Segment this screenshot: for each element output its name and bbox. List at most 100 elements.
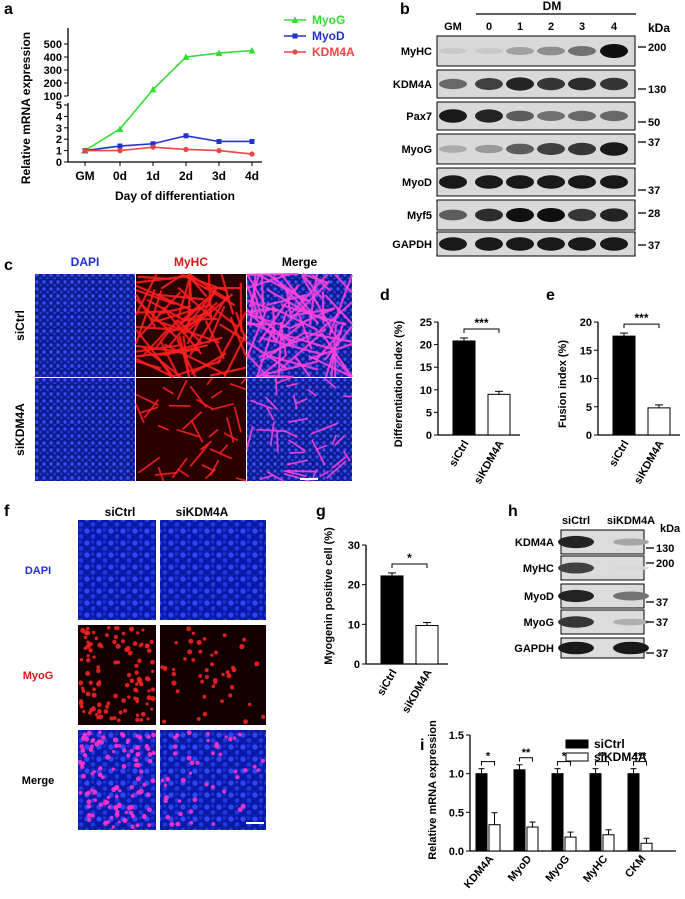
myog-nucleus (146, 717, 150, 721)
myotube (292, 394, 298, 409)
myog-nucleus (92, 687, 96, 692)
myog-nucleus (233, 769, 238, 774)
myog-nucleus (112, 737, 118, 743)
myog-nucleus (78, 701, 84, 706)
myog-nucleus (261, 714, 266, 719)
myog-nucleus (130, 794, 135, 798)
panel-label-b: b (400, 1, 410, 18)
myotube (206, 377, 213, 386)
myog-nucleus (135, 823, 140, 828)
myog-nucleus (175, 689, 180, 694)
myog-nucleus (129, 748, 134, 753)
micrograph-background (136, 378, 246, 481)
myog-nucleus (96, 668, 101, 674)
myotube (307, 388, 317, 397)
myog-nucleus (169, 821, 175, 827)
panel-a-ytick-label: 300 (44, 65, 62, 77)
myog-nucleus (189, 820, 194, 825)
myog-nucleus (211, 751, 215, 756)
panel-b-band (475, 175, 503, 189)
micrograph-dapi-big (78, 520, 156, 620)
micrograph-myog (160, 625, 266, 725)
myog-nucleus (111, 749, 116, 754)
panel-f-row-label: Merge (22, 775, 54, 787)
myog-nucleus (221, 672, 225, 677)
myog-nucleus (192, 797, 198, 803)
myotube (137, 275, 172, 281)
micrograph-myhc (135, 377, 247, 482)
myotube (210, 402, 234, 411)
myog-nucleus (89, 708, 94, 713)
myog-nucleus (117, 744, 122, 748)
panel-a-series-line-myog (84, 49, 253, 152)
micrograph-myog-merge (77, 730, 156, 830)
myog-nucleus (136, 676, 142, 682)
myog-nucleus (111, 787, 117, 793)
myog-nucleus (206, 731, 210, 736)
myog-nucleus (85, 658, 91, 663)
myog-nucleus (204, 782, 209, 787)
myog-nucleus (118, 789, 122, 793)
panel-g-sig-stars: * (407, 551, 412, 565)
myog-nucleus (150, 696, 156, 702)
panel-e-ytick-label: 15 (580, 345, 592, 357)
myog-nucleus (78, 680, 84, 686)
myotube (177, 468, 190, 478)
myog-nucleus (228, 693, 233, 698)
panel-a-ytick-label: 100 (44, 91, 62, 103)
myog-nucleus (91, 692, 97, 698)
panel-a-point-myod (249, 138, 255, 144)
myotube (249, 399, 273, 410)
myog-nucleus (134, 758, 139, 763)
myog-nucleus (113, 805, 118, 809)
myog-nucleus (191, 631, 196, 635)
panel-b-lane-label: 3 (579, 21, 585, 33)
panel-h-band (613, 591, 649, 601)
myog-nucleus (137, 658, 142, 664)
myog-nucleus (130, 813, 136, 819)
myog-nucleus (220, 699, 224, 703)
panel-e-xtick-label: siCtrl (607, 439, 631, 469)
panel-b-band (568, 142, 596, 156)
myog-nucleus (114, 794, 119, 799)
myog-nucleus (242, 637, 247, 642)
panel-e-sig-bracket (623, 323, 660, 329)
panel-a-legend-label: MyoD (312, 29, 345, 43)
myotube (245, 306, 269, 358)
myotube (223, 432, 239, 442)
myotube (311, 439, 326, 466)
myotube (258, 327, 327, 359)
panel-b-kda-value: 200 (648, 42, 666, 54)
myog-nucleus (145, 702, 149, 706)
panel-label-d: d (380, 287, 390, 304)
panel-c-row-label: siKDM4A (13, 403, 27, 456)
myog-nucleus (85, 626, 90, 631)
myog-nucleus (103, 820, 109, 826)
panel-g: g Myogenin positive cell (%) 30 20 10 0 siCt… (316, 503, 448, 715)
panel-e-ylabel: Fusion index (%) (557, 340, 569, 428)
myotube (283, 333, 334, 351)
panel-b-blot-name: MyoG (401, 144, 432, 156)
panel-e-ytick-label: 20 (580, 317, 592, 329)
panel-i-legend-label: siKDM4A (594, 750, 647, 764)
myotube (135, 284, 195, 313)
panel-g-ytick-label: 20 (348, 580, 360, 592)
myog-nucleus (82, 709, 86, 714)
myog-nucleus (83, 635, 88, 640)
myog-nucleus (235, 775, 240, 780)
panel-b-lane-label: 1 (517, 21, 523, 33)
myotube (274, 307, 318, 331)
myog-nucleus (79, 744, 85, 749)
panel-f-row-label: MyoG (23, 670, 54, 682)
myog-nucleus (195, 760, 200, 765)
myog-nucleus (97, 680, 102, 685)
panel-i-xtick-label: MyHC (581, 853, 610, 885)
myog-nucleus (175, 821, 181, 827)
panel-b-band (537, 143, 565, 155)
myog-nucleus (240, 803, 246, 809)
myotube (334, 435, 345, 446)
myog-nucleus (171, 671, 177, 677)
myog-nucleus (81, 773, 86, 779)
myog-nucleus (150, 687, 156, 692)
panel-a-point-kdm4a (249, 151, 255, 157)
